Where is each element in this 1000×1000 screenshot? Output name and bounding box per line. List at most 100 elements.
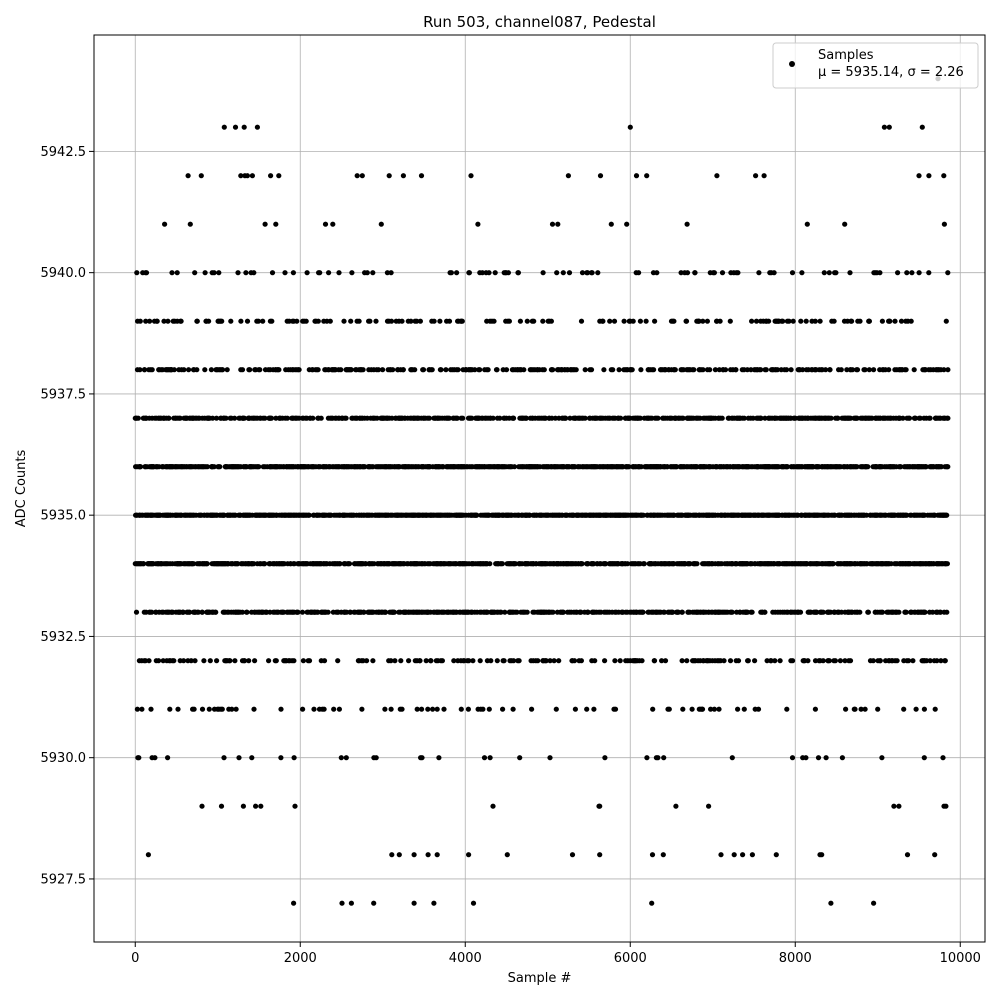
data-point (529, 706, 535, 712)
data-point (443, 367, 449, 373)
data-point (679, 658, 685, 664)
data-point (711, 270, 718, 276)
data-point (346, 561, 353, 567)
data-point (498, 609, 504, 615)
data-point (551, 658, 557, 664)
data-point (523, 415, 529, 421)
data-point (244, 318, 251, 324)
data-point (294, 318, 300, 324)
data-point (491, 318, 497, 324)
data-point (321, 658, 328, 664)
data-point (862, 706, 868, 712)
data-point (930, 609, 936, 615)
data-point (547, 658, 553, 664)
data-point (310, 415, 316, 421)
data-point (254, 124, 260, 130)
data-point (820, 658, 826, 664)
data-point (524, 318, 530, 324)
data-point (475, 221, 481, 227)
data-point (419, 755, 425, 761)
data-point (531, 318, 537, 324)
data-point (820, 609, 826, 615)
data-point (348, 318, 354, 324)
data-point (718, 852, 724, 858)
y-tick-label: 5932.5 (41, 630, 87, 645)
data-point (812, 318, 818, 324)
data-point (454, 270, 460, 276)
data-point (566, 270, 573, 276)
data-point (194, 318, 200, 324)
data-point (797, 609, 804, 615)
x-tick-label: 4000 (449, 951, 482, 966)
data-point (511, 464, 518, 470)
data-point (716, 706, 722, 712)
data-point (458, 706, 464, 712)
data-point (790, 658, 796, 664)
data-point (191, 561, 197, 567)
data-point (716, 367, 723, 373)
data-point (378, 221, 384, 227)
data-point (412, 367, 418, 373)
data-point (291, 658, 297, 664)
data-point (135, 415, 141, 421)
data-point (380, 367, 386, 373)
data-point (624, 561, 631, 567)
data-point (246, 658, 252, 664)
data-point (382, 706, 388, 712)
data-point (273, 221, 279, 227)
data-point (600, 318, 606, 324)
data-point (683, 318, 690, 324)
data-point (356, 318, 362, 324)
data-point (821, 270, 827, 276)
data-point (548, 318, 555, 324)
data-point (335, 658, 341, 664)
data-point (921, 755, 927, 761)
data-point (639, 658, 645, 664)
data-point (391, 609, 397, 615)
data-point (578, 609, 584, 615)
data-point (651, 367, 657, 373)
data-point (941, 221, 948, 227)
data-point (550, 367, 556, 373)
data-point (886, 367, 892, 373)
data-point (167, 706, 173, 712)
data-point (799, 270, 805, 276)
data-point (299, 609, 306, 615)
data-point (426, 415, 432, 421)
data-point (228, 318, 234, 324)
data-point (898, 464, 904, 470)
data-point (578, 318, 585, 324)
data-point (842, 221, 848, 227)
data-point (879, 318, 886, 324)
data-point (866, 318, 873, 324)
data-point (858, 706, 864, 712)
data-point (831, 318, 837, 324)
data-point (909, 270, 915, 276)
data-point (773, 852, 779, 858)
data-point (582, 367, 588, 373)
data-point (244, 173, 250, 179)
data-point (516, 658, 522, 664)
data-point (219, 318, 225, 324)
data-point (137, 367, 143, 373)
data-point (567, 415, 573, 421)
data-point (786, 318, 792, 324)
data-point (731, 852, 737, 858)
data-point (276, 367, 282, 373)
data-point (777, 658, 783, 664)
data-point (839, 755, 846, 761)
data-point (398, 658, 404, 664)
data-point (418, 173, 425, 179)
data-point (206, 706, 212, 712)
data-point (823, 755, 829, 761)
data-point (650, 706, 656, 712)
data-point (241, 415, 247, 421)
data-point (906, 415, 913, 421)
data-point (373, 318, 379, 324)
data-point (311, 706, 317, 712)
data-point (871, 900, 877, 906)
data-point (262, 561, 268, 567)
data-point (479, 270, 485, 276)
data-point (602, 658, 608, 664)
data-point (431, 900, 437, 906)
